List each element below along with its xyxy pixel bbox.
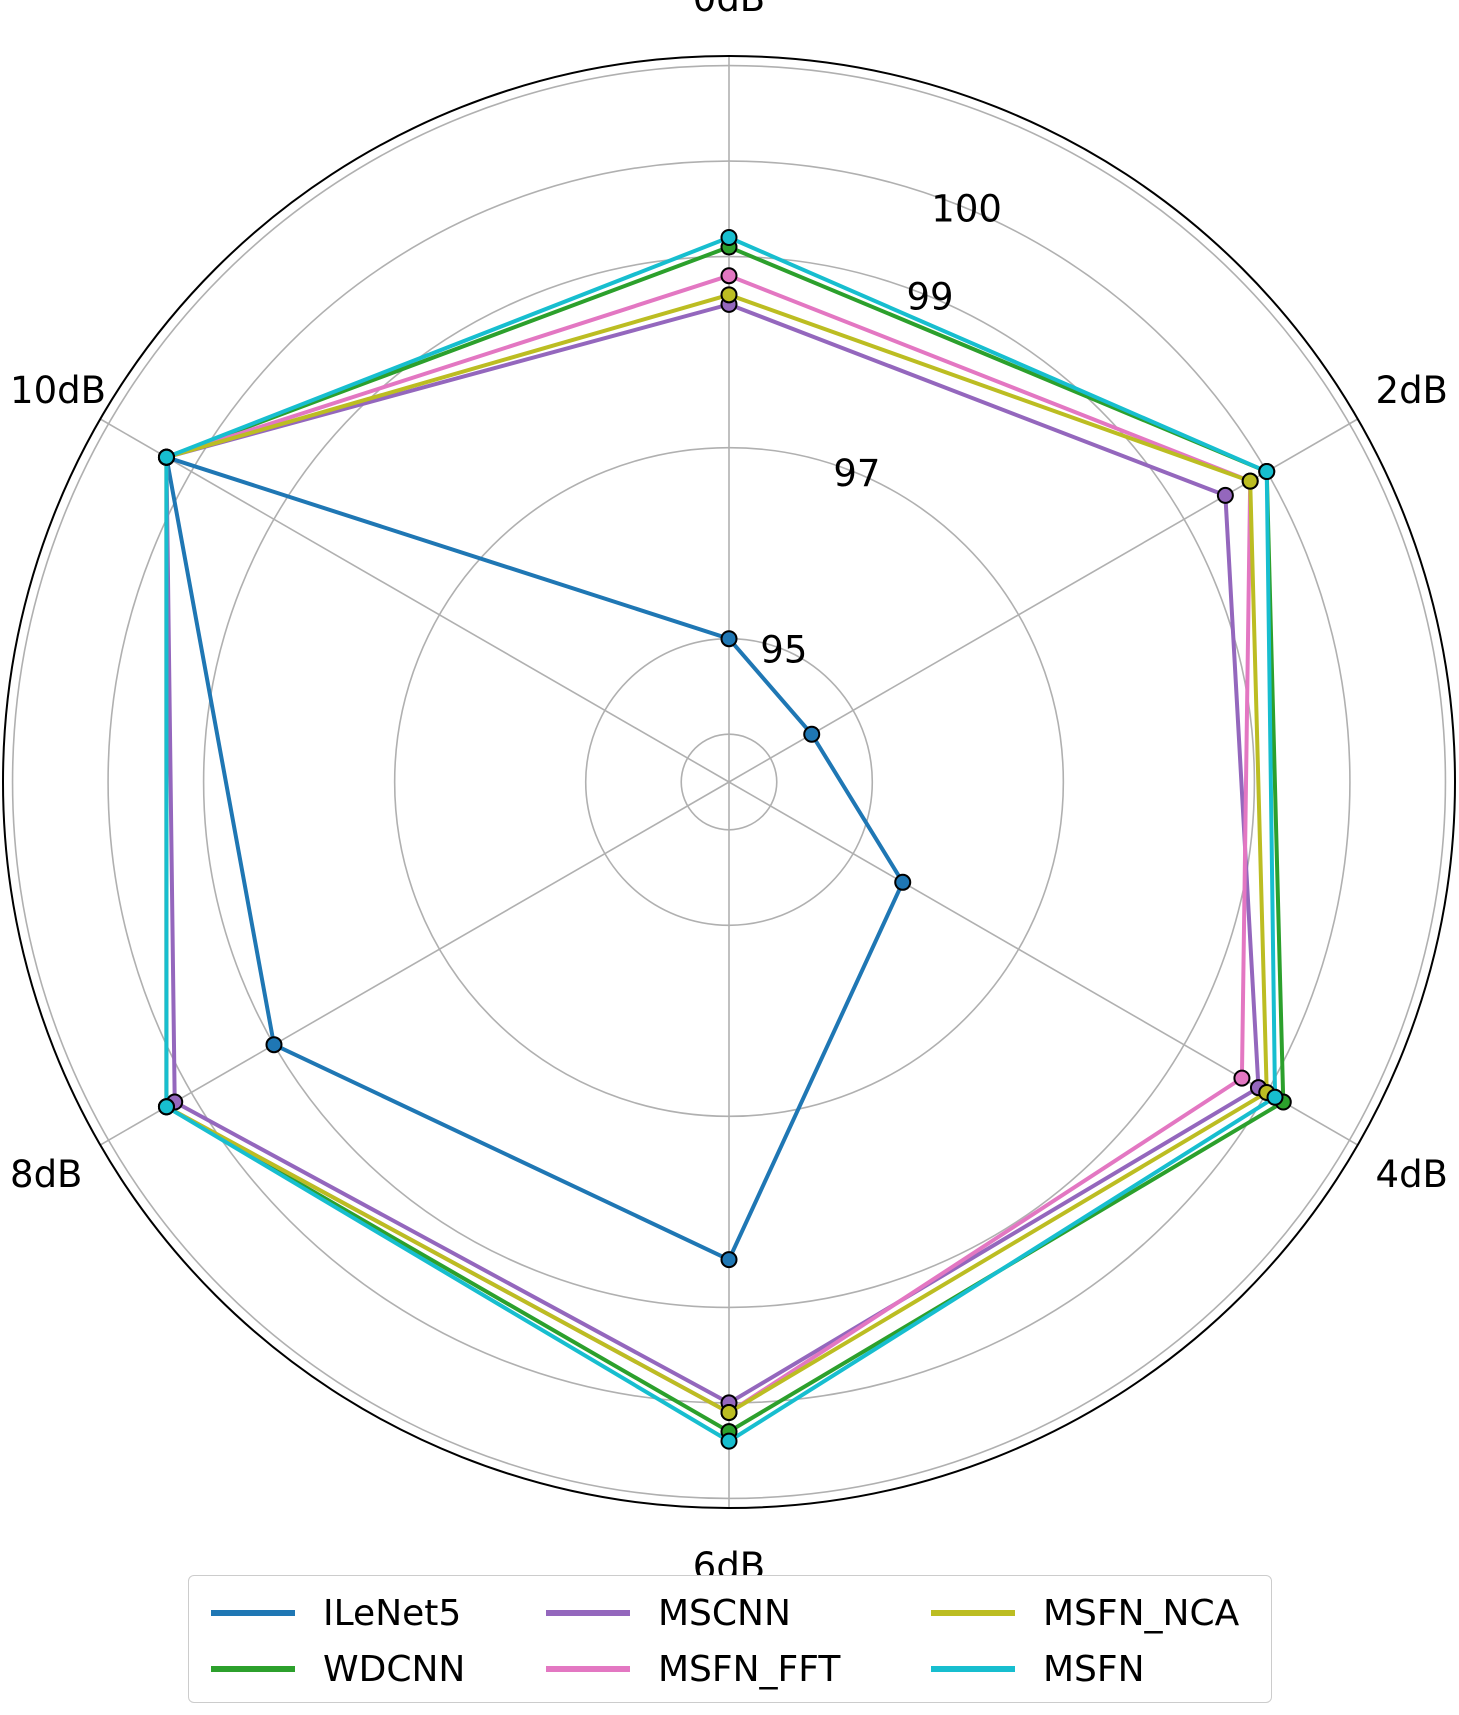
series-line — [164, 455, 905, 1262]
data-point — [1233, 1069, 1251, 1087]
data-point — [720, 267, 738, 285]
axis-label: 4dB — [1376, 1153, 1448, 1196]
data-point — [720, 286, 738, 304]
radial-tick-label: 99 — [907, 276, 954, 319]
legend-label: MSCNN — [658, 1592, 791, 1634]
legend-item-wdcnn: WDCNN — [211, 1644, 465, 1694]
data-point — [720, 1403, 738, 1421]
axis-label: 2dB — [1376, 369, 1448, 412]
legend-swatch — [546, 1666, 630, 1672]
data-point — [1258, 463, 1276, 481]
legend-label: MSFN_FFT — [658, 1648, 841, 1690]
legend-swatch — [546, 1610, 630, 1616]
axis-label: 0dB — [693, 0, 765, 20]
outer-frame — [2, 55, 1456, 1509]
data-point — [1241, 472, 1259, 490]
legend-item-msfn-nca: MSFN_NCA — [931, 1588, 1239, 1638]
legend-label: WDCNN — [323, 1648, 466, 1690]
legend-swatch — [211, 1666, 295, 1672]
radial-tick-label: 95 — [760, 629, 807, 672]
legend-label: MSFN — [1043, 1648, 1145, 1690]
legend-swatch — [211, 1610, 295, 1616]
series-line — [164, 302, 1261, 1405]
spoke-gridline — [99, 418, 730, 783]
legend-swatch — [931, 1610, 1015, 1616]
data-point — [894, 873, 912, 891]
legend-item-mscnn: MSCNN — [546, 1588, 791, 1638]
data-point — [720, 1432, 738, 1450]
axis-label: 10dB — [10, 369, 106, 412]
data-point — [720, 630, 738, 648]
series-line — [164, 273, 1253, 1415]
legend: ILeNet5 WDCNN MSCNN MSFN_FFT MSFN_NCA MS… — [188, 1575, 1272, 1703]
legend-label: ILeNet5 — [323, 1592, 462, 1634]
data-point — [720, 229, 738, 246]
legend-item-msfn: MSFN — [931, 1644, 1145, 1694]
data-point — [720, 1251, 738, 1269]
data-point — [803, 725, 821, 743]
axis-label: 8dB — [10, 1153, 82, 1196]
data-point — [157, 1098, 175, 1116]
legend-item-msfn-fft: MSFN_FFT — [546, 1644, 840, 1694]
legend-swatch — [931, 1666, 1015, 1672]
data-point — [265, 1036, 283, 1054]
data-point — [1266, 1088, 1284, 1106]
data-point — [157, 448, 175, 466]
data-point — [1216, 486, 1234, 504]
series-line — [164, 292, 1269, 1415]
spoke-gridline — [99, 781, 730, 1146]
legend-item-ilenet5: ILeNet5 — [211, 1588, 461, 1638]
legend-label: MSFN_NCA — [1043, 1592, 1240, 1634]
radial-tick-label: 100 — [931, 187, 1002, 230]
radial-tick-label: 97 — [833, 452, 880, 495]
